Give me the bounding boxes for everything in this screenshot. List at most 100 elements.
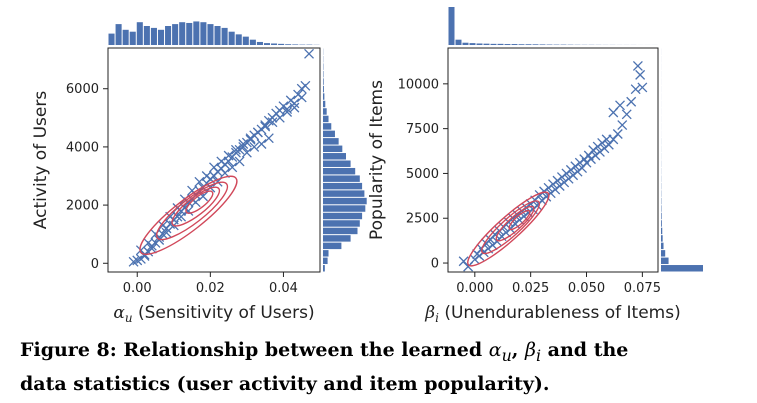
- hist-right-bar: [323, 108, 327, 115]
- hist-right-bar: [661, 212, 662, 220]
- x-tick-label: 0.000: [456, 281, 493, 296]
- hist-right-bar: [323, 190, 365, 197]
- hist-right-bar: [323, 167, 356, 175]
- scatter-point: [241, 147, 252, 158]
- y-tick-label: 10000: [398, 77, 439, 92]
- caption-line-1: Figure 8: Relationship between the learn…: [20, 336, 740, 370]
- x-tick-label: 0.025: [512, 281, 549, 296]
- y-tick-label: 0: [91, 257, 99, 272]
- hist-top-bar: [525, 44, 532, 45]
- scatter-point: [227, 162, 238, 173]
- scatter-point: [304, 48, 314, 59]
- x-axis-label: αu (Sensitivity of Users): [113, 303, 314, 325]
- scatter-point: [260, 121, 271, 132]
- y-axis-label: Popularity of Items: [367, 80, 387, 240]
- caption-line-2: data statistics (user activity and item …: [20, 372, 550, 395]
- hist-top-bar: [292, 44, 299, 45]
- scatter-point: [209, 162, 219, 173]
- hist-top-bar: [115, 24, 122, 45]
- hist-right-bar: [323, 145, 343, 153]
- scatter-point: [601, 134, 612, 145]
- hist-top-bar: [462, 42, 469, 45]
- y-tick-label: 5000: [406, 167, 439, 182]
- hist-right-bar: [323, 115, 329, 123]
- panel-user-sensitivity: 0.00 0.02 0.04 0 2000 4000 6000 αu (Sensitivity…: [31, 21, 367, 325]
- density-contour: [156, 181, 229, 241]
- scatter-point: [630, 84, 641, 95]
- hist-top-bar: [214, 26, 221, 45]
- hist-top-bar: [263, 43, 271, 45]
- scatter-point: [128, 256, 139, 267]
- hist-top-bar: [476, 43, 483, 45]
- hist-top-bar: [186, 22, 193, 45]
- caption-separator: ,: [511, 339, 526, 361]
- density-contour: [139, 175, 238, 255]
- hist-right-bar: [323, 235, 351, 242]
- hist-right-bar: [323, 227, 358, 235]
- hist-top-bar: [256, 41, 263, 45]
- scatter-point: [157, 220, 168, 231]
- scatter-point: [637, 82, 648, 93]
- scatter-point: [289, 102, 300, 113]
- hist-right-bar: [661, 235, 663, 242]
- x-tick-label: 0.02: [196, 281, 225, 296]
- hist-top-bar: [129, 31, 136, 45]
- scatter-point: [143, 237, 154, 248]
- hist-right-bar: [323, 85, 324, 93]
- hist-top-bar: [228, 31, 235, 45]
- hist-top-bar: [165, 26, 172, 45]
- scatter-point: [252, 127, 263, 138]
- scatter-point: [612, 129, 623, 139]
- caption-alpha: αu: [488, 339, 512, 365]
- density-contour: [495, 205, 535, 242]
- hist-top-bar: [455, 39, 462, 45]
- hist-right-bar: [323, 182, 363, 190]
- scatter-point: [238, 139, 249, 149]
- hist-top-bar: [157, 29, 165, 45]
- hist-top-bar: [221, 27, 228, 45]
- y-tick-label: 4000: [66, 140, 99, 155]
- hist-top-bar: [108, 33, 115, 45]
- scatter-point: [154, 235, 165, 245]
- scatter-point: [234, 156, 245, 167]
- hist-top-bar: [179, 22, 186, 45]
- scatter-point: [176, 211, 187, 222]
- density-contour: [481, 200, 541, 255]
- scatter-point: [223, 150, 234, 161]
- hist-right-bar: [661, 242, 664, 250]
- hist-top-bar: [136, 22, 143, 45]
- plot-area: [128, 48, 314, 267]
- hist-right-bar: [323, 123, 332, 130]
- hist-top-bar: [193, 21, 200, 45]
- hist-right-bar: [323, 197, 367, 205]
- y-tick-label: 2500: [406, 212, 439, 227]
- scatter-point: [157, 229, 168, 240]
- plot-area: [458, 60, 648, 272]
- hist-top-bar: [122, 29, 129, 45]
- density-contour: [185, 190, 214, 214]
- caption-suffix: and the: [541, 339, 629, 361]
- x-tick-label: 0.075: [624, 281, 661, 296]
- density-contour: [508, 209, 531, 231]
- hist-right-bar: [323, 242, 342, 250]
- scatter-point: [296, 83, 307, 94]
- hist-right-bar: [661, 257, 669, 265]
- scatter-point: [632, 60, 643, 71]
- hist-right-bar: [323, 220, 360, 227]
- scatter-point: [150, 229, 161, 240]
- hist-top-bar: [448, 7, 455, 45]
- y-tick-label: 7500: [406, 122, 439, 137]
- scatter-point: [249, 141, 260, 152]
- hist-top-bar: [235, 34, 242, 45]
- hist-right-bar: [661, 265, 703, 272]
- density-contour: [467, 191, 550, 267]
- hist-right-bar: [323, 257, 328, 265]
- hist-top-bar: [285, 44, 292, 45]
- x-axis-label: βi (Unendurableness of Items): [424, 303, 680, 325]
- scatter-point: [296, 92, 307, 103]
- plot-frame: [107, 47, 321, 273]
- scatter-point: [626, 96, 637, 107]
- hist-right-bar: [661, 220, 662, 227]
- scatter-point: [608, 107, 619, 118]
- scatter-point: [201, 171, 212, 181]
